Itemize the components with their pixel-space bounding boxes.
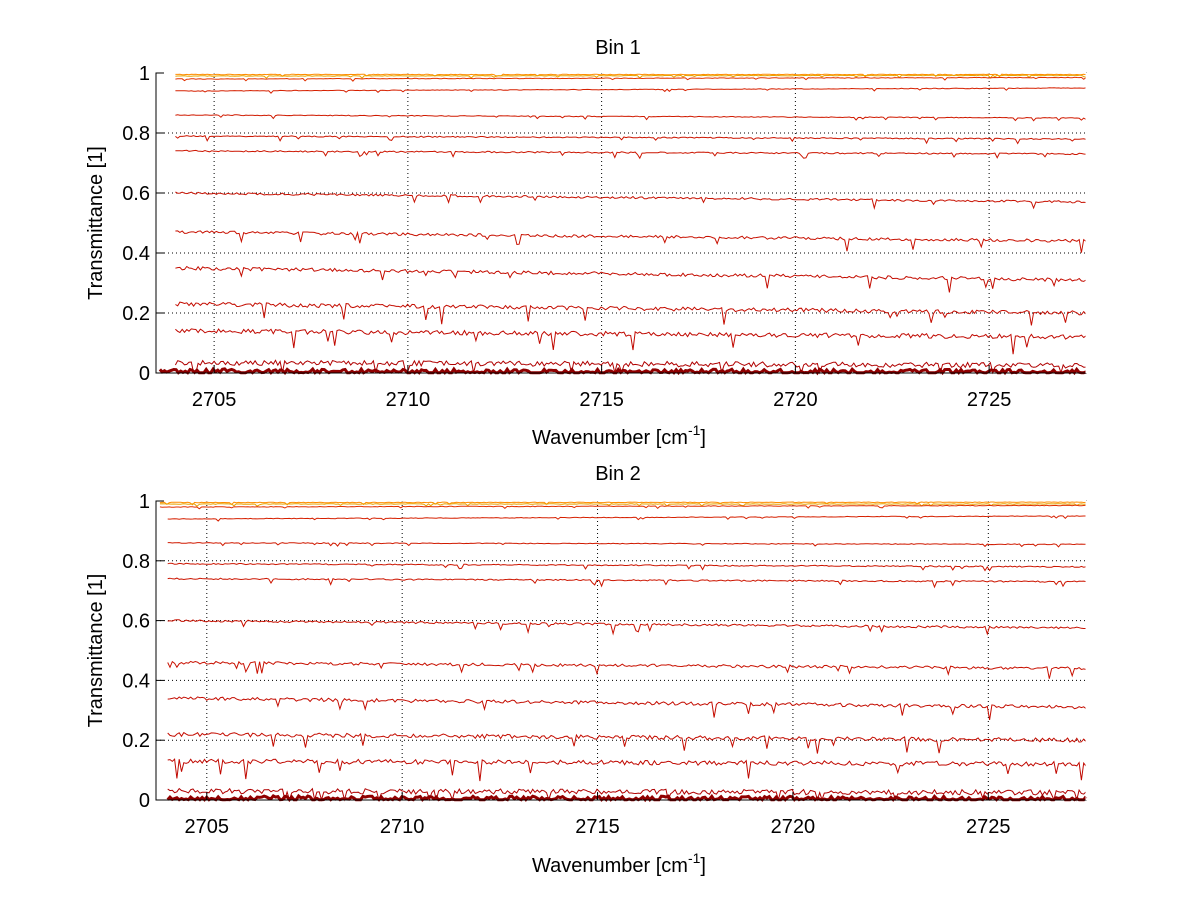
series-line <box>175 74 1087 79</box>
series-line <box>175 135 1087 145</box>
x-tick-label: 2705 <box>185 816 230 838</box>
x-tick-label: 2725 <box>967 389 1012 411</box>
x-tick-label: 2715 <box>575 816 620 838</box>
chart-title: Bin 1 <box>595 37 641 59</box>
x-axis-label: Wavenumber [cm-1] <box>532 422 706 449</box>
y-axis-label: Transmittance [1] <box>85 574 107 728</box>
x-tick-label: 2705 <box>192 389 237 411</box>
series-line <box>175 230 1087 253</box>
y-tick-label: 0.8 <box>122 551 150 573</box>
y-tick-label: 0.2 <box>122 730 150 752</box>
x-tick-label: 2720 <box>771 816 816 838</box>
series-line <box>175 87 1087 94</box>
series-line <box>167 758 1087 782</box>
series-line <box>167 619 1086 636</box>
x-axis-label-main: Wavenumber [cm <box>532 855 688 877</box>
y-tick-label: 0 <box>139 790 150 812</box>
series-line <box>175 114 1087 122</box>
y-axis-label: Transmittance [1] <box>85 146 107 300</box>
series-line <box>175 149 1087 160</box>
x-tick-label: 2720 <box>773 389 818 411</box>
y-tick-label: 1 <box>139 491 150 513</box>
x-tick-label: 2710 <box>380 816 425 838</box>
y-tick-label: 0.6 <box>122 183 150 205</box>
series-line <box>167 731 1087 754</box>
x-tick-label: 2715 <box>579 389 624 411</box>
series-line <box>167 542 1087 548</box>
x-axis-label: Wavenumber [cm-1] <box>532 850 706 877</box>
x-axis-label-sup: -1 <box>688 850 701 866</box>
y-tick-label: 0.4 <box>122 243 150 265</box>
series-line <box>167 787 1087 802</box>
series-line <box>159 504 1087 510</box>
series-line <box>167 577 1087 589</box>
y-tick-label: 0.8 <box>122 123 150 145</box>
series-line <box>167 696 1087 720</box>
series-line <box>175 328 1087 355</box>
x-tick-label: 2725 <box>966 816 1011 838</box>
x-axis-label-close: ] <box>700 427 706 449</box>
x-axis-label-sup: -1 <box>688 422 701 438</box>
series-line <box>174 359 1087 375</box>
x-axis-label-close: ] <box>700 855 706 877</box>
series-line <box>159 501 1087 506</box>
series-line <box>175 191 1087 210</box>
x-axis-label-main: Wavenumber [cm <box>532 427 688 449</box>
panel-2: 2705 2710 2715 2720 2725 0 0.2 0.4 0.6 0.8 1 Bin 2 W… <box>85 463 1088 877</box>
y-tick-label: 0.2 <box>122 303 150 325</box>
series-line <box>159 503 1087 507</box>
y-tick-label: 1 <box>139 63 150 85</box>
series-line <box>175 76 1087 82</box>
y-tick-label: 0.6 <box>122 611 150 633</box>
chart-title: Bin 2 <box>595 463 641 485</box>
series-line <box>167 660 1087 679</box>
panel-1: 2705 2710 2715 2720 2725 0 0.2 0.4 0.6 0.8 1 Bin 1 W… <box>85 37 1087 449</box>
x-tick-label: 2710 <box>386 389 431 411</box>
series-line <box>167 515 1086 522</box>
series-line <box>175 265 1087 293</box>
panels: 2705 2710 2715 2720 2725 0 0.2 0.4 0.6 0.8 1 Bin 1 W… <box>85 37 1088 877</box>
series-line <box>175 301 1087 326</box>
y-tick-label: 0.4 <box>122 670 150 692</box>
series-line <box>167 562 1087 572</box>
y-tick-label: 0 <box>139 363 150 385</box>
